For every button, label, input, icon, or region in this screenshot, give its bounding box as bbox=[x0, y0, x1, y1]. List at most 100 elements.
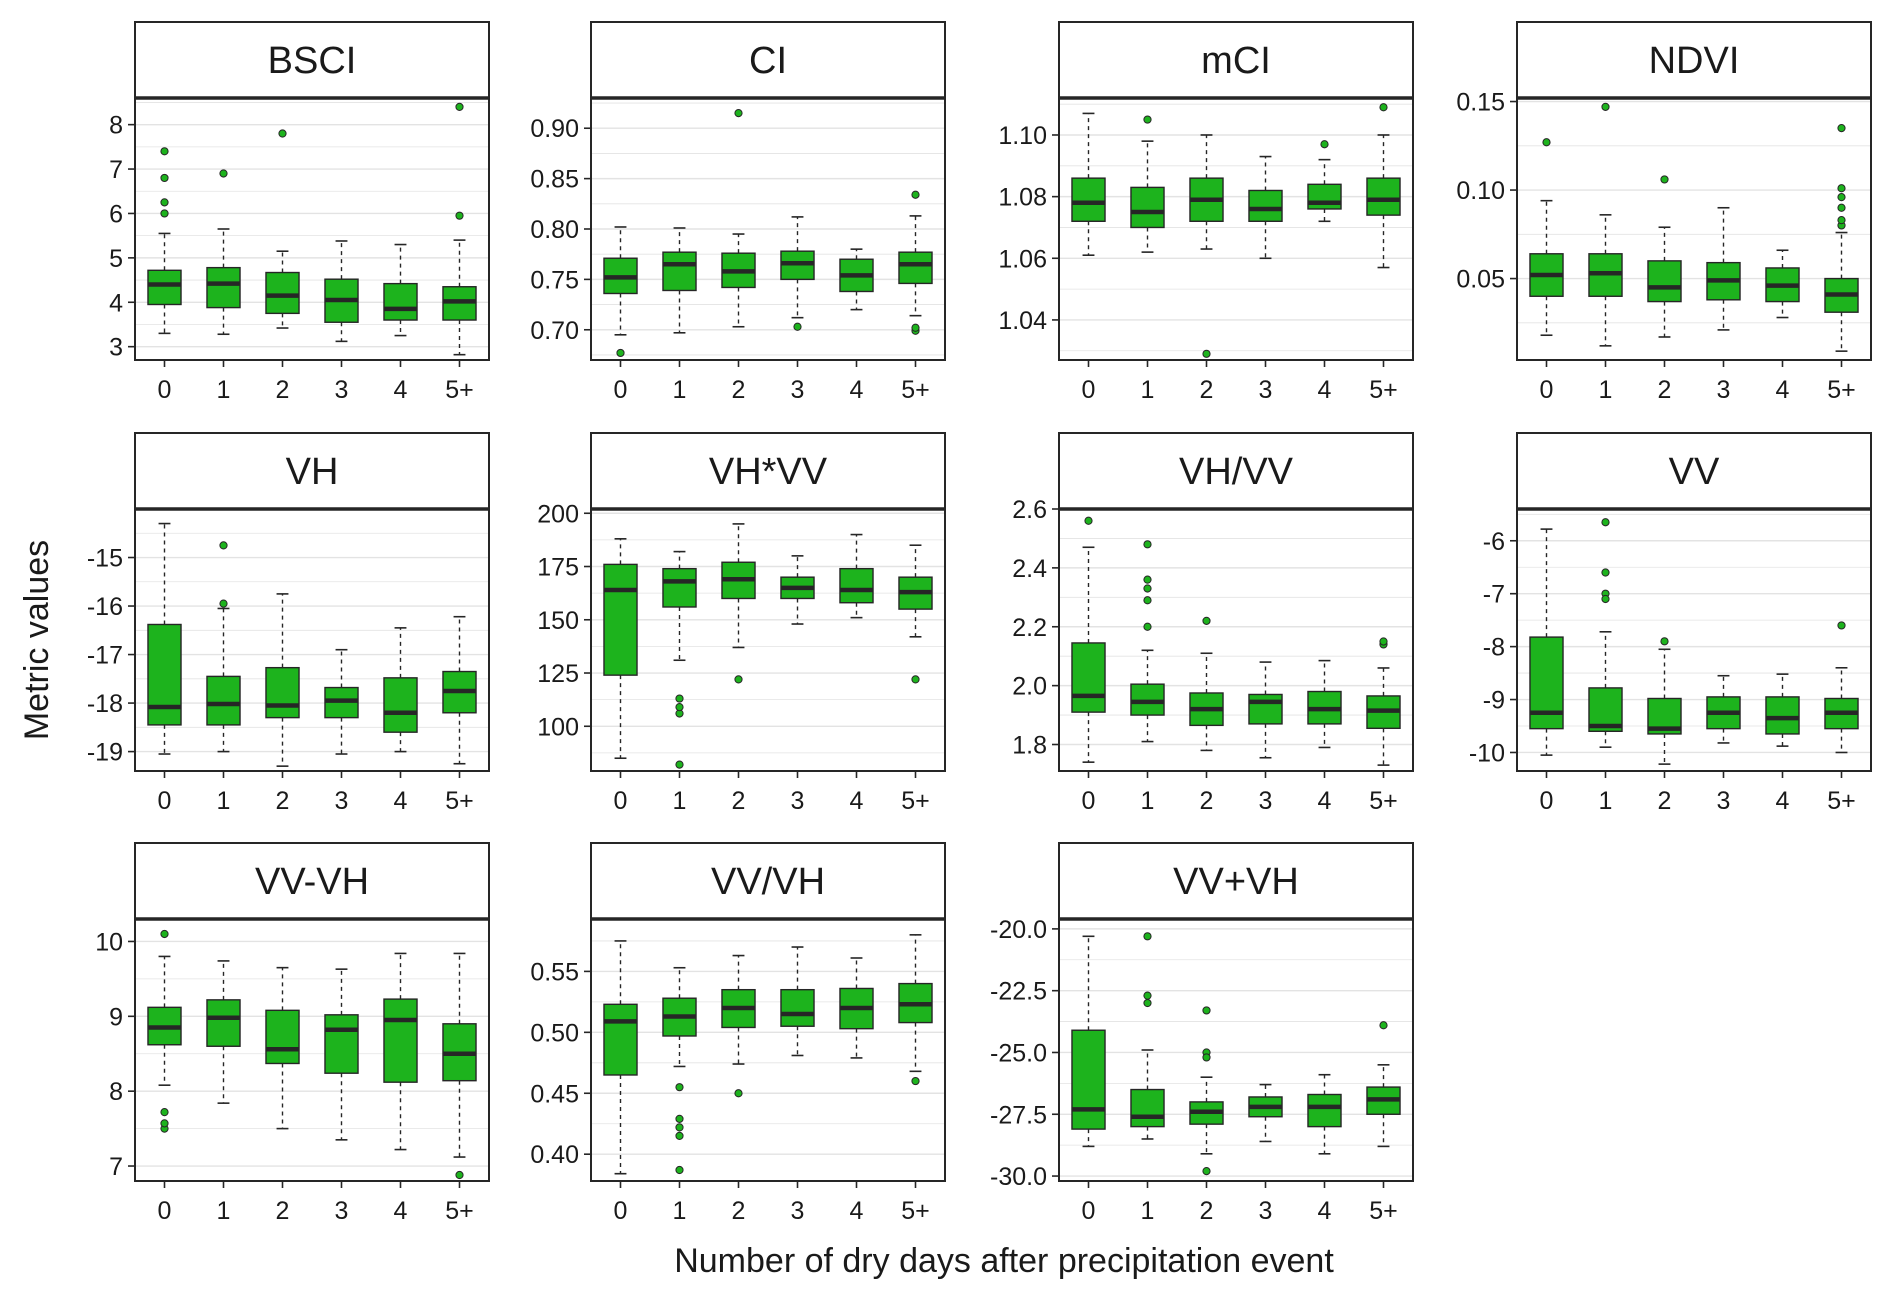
box-5+ bbox=[1824, 621, 1859, 754]
outlier-point bbox=[1143, 932, 1152, 941]
y-tick-label: -30.0 bbox=[990, 1163, 1047, 1191]
y-tick-label: 0.10 bbox=[1456, 177, 1505, 205]
y-tick-label: -10 bbox=[1469, 739, 1505, 767]
x-tick-label: 4 bbox=[1318, 376, 1332, 404]
x-tick-label: 5+ bbox=[1827, 787, 1856, 815]
x-tick-label: 1 bbox=[217, 376, 231, 404]
x-tick-label: 0 bbox=[158, 376, 172, 404]
outlier-point bbox=[160, 147, 169, 156]
box-2 bbox=[265, 966, 300, 1130]
outlier-point bbox=[675, 694, 684, 703]
x-tick-label: 3 bbox=[791, 376, 805, 404]
facet-strip bbox=[134, 21, 490, 99]
facet-title: CI bbox=[749, 40, 787, 82]
box-0 bbox=[1071, 112, 1106, 256]
box-iqr bbox=[1248, 693, 1283, 725]
x-tick-label: 3 bbox=[335, 1197, 349, 1225]
y-tick-label: 0.85 bbox=[530, 166, 579, 194]
facet-panel: VV+VH -30.0 -27.5 -25.0 -22.5 -20.0 0 1 2 3 4 5+ bbox=[990, 842, 1414, 1225]
box-1 bbox=[206, 541, 241, 753]
x-tick-label: 4 bbox=[1318, 1197, 1332, 1225]
x-tick-label: 3 bbox=[335, 787, 349, 815]
x-tick-label: 4 bbox=[850, 1197, 864, 1225]
box-1 bbox=[662, 966, 697, 1175]
y-tick-label: 7 bbox=[109, 156, 123, 184]
x-tick-label: 0 bbox=[158, 787, 172, 815]
outlier-point bbox=[793, 322, 802, 331]
outlier-point bbox=[675, 1123, 684, 1132]
box-3 bbox=[1706, 674, 1741, 744]
x-tick-label: 5+ bbox=[445, 376, 474, 404]
y-tick-label: 6 bbox=[109, 200, 123, 228]
outlier-point bbox=[734, 109, 743, 118]
outlier-point bbox=[1837, 203, 1846, 212]
box-4 bbox=[1307, 1073, 1342, 1155]
facet-strip bbox=[134, 842, 490, 920]
box-3 bbox=[324, 648, 359, 755]
box-iqr bbox=[147, 623, 182, 726]
y-tick-label: 0.40 bbox=[530, 1141, 579, 1169]
box-1 bbox=[662, 550, 697, 769]
x-tick-label: 2 bbox=[1658, 787, 1672, 815]
outlier-point bbox=[160, 173, 169, 183]
y-tick-label: 4 bbox=[109, 289, 123, 317]
outlier-point bbox=[1143, 991, 1152, 1000]
y-tick-label: 2.2 bbox=[1012, 614, 1047, 642]
box-4 bbox=[383, 627, 418, 753]
box-0 bbox=[1071, 935, 1106, 1148]
facet-strip bbox=[1058, 21, 1414, 99]
box-4 bbox=[1765, 249, 1800, 319]
box-2 bbox=[1647, 637, 1682, 765]
y-tick-label: 5 bbox=[109, 245, 123, 273]
y-tick-label: -22.5 bbox=[990, 978, 1047, 1006]
x-tick-label: 2 bbox=[732, 787, 746, 815]
outlier-point bbox=[455, 1170, 464, 1180]
outlier-point bbox=[278, 129, 287, 138]
y-tick-label: -25.0 bbox=[990, 1039, 1047, 1067]
outlier-point bbox=[1379, 103, 1388, 112]
box-iqr bbox=[1130, 186, 1165, 229]
outlier-point bbox=[675, 702, 684, 712]
box-0 bbox=[603, 226, 638, 358]
plot-area bbox=[135, 509, 489, 771]
facet-panel: VH -19 -18 -17 -16 -15 0 1 2 3 4 5+ bbox=[87, 432, 490, 815]
box-5+ bbox=[898, 934, 933, 1086]
outlier-point bbox=[1837, 193, 1846, 202]
box-0 bbox=[147, 147, 182, 335]
box-5+ bbox=[898, 544, 933, 684]
plot-area bbox=[1517, 98, 1871, 360]
box-iqr bbox=[1366, 177, 1401, 216]
x-tick-label: 5+ bbox=[1369, 787, 1398, 815]
facet-title: VV-VH bbox=[255, 861, 369, 903]
y-tick-label: 0.15 bbox=[1456, 89, 1505, 117]
x-tick-label: 5+ bbox=[901, 1197, 930, 1225]
y-tick-label: 0.80 bbox=[530, 216, 579, 244]
box-0 bbox=[603, 538, 638, 760]
outlier-point bbox=[219, 169, 228, 178]
facet-title: VH/VV bbox=[1179, 451, 1294, 493]
outlier-point bbox=[1601, 518, 1610, 527]
plot-area bbox=[135, 919, 489, 1181]
y-tick-label: 2.0 bbox=[1012, 673, 1047, 701]
box-iqr bbox=[898, 251, 933, 285]
facet-panels: BSCI 3 4 5 6 7 8 0 1 2 3 4 5+ CI 0.70 0.75 0.80 0.85 0.90 0… bbox=[87, 21, 1872, 1225]
outlier-point bbox=[1660, 175, 1669, 184]
y-tick-label: 8 bbox=[109, 1078, 123, 1106]
box-iqr bbox=[383, 998, 418, 1083]
outlier-point bbox=[1837, 216, 1846, 225]
box-iqr bbox=[603, 563, 638, 676]
x-tick-label: 4 bbox=[394, 787, 408, 815]
facet-panel: VH/VV 1.8 2.0 2.2 2.4 2.6 0 1 2 3 4 5+ bbox=[1012, 432, 1414, 815]
box-5+ bbox=[1366, 637, 1401, 766]
outlier-point bbox=[1143, 622, 1152, 631]
outlier-point bbox=[675, 760, 684, 769]
box-1 bbox=[1130, 540, 1165, 743]
y-tick-label: 3 bbox=[109, 334, 123, 362]
y-tick-label: -16 bbox=[87, 593, 123, 621]
outlier-point bbox=[616, 348, 625, 358]
box-1 bbox=[1588, 102, 1623, 347]
facet-strip bbox=[134, 432, 490, 510]
x-tick-label: 1 bbox=[217, 1197, 231, 1225]
outlier-point bbox=[911, 190, 920, 199]
